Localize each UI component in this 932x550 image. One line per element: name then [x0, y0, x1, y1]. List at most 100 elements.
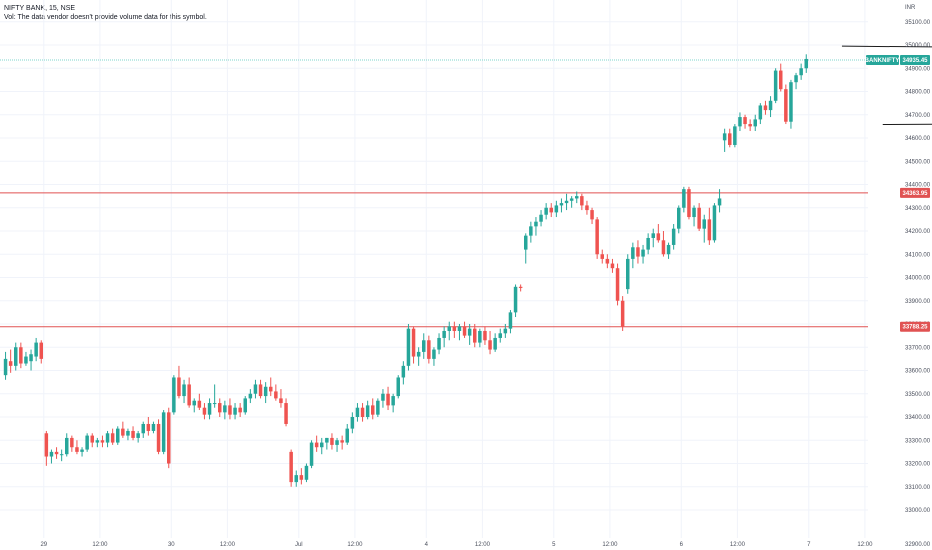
candle-body	[90, 435, 94, 443]
candle-body	[177, 377, 181, 397]
price-axis: INR 33000.00 33100.00 33200.00 33300.00 33400…	[905, 5, 931, 548]
candle	[202, 403, 207, 420]
candle-body	[789, 82, 793, 122]
candle-body	[779, 70, 783, 90]
candle-body	[585, 205, 589, 211]
candle-body	[600, 254, 604, 259]
candle-body	[773, 70, 778, 101]
candle-body	[121, 428, 125, 436]
candle-body	[524, 235, 528, 250]
time-axis: 29 12:00 30 12:00 Jul 12:00 4 12:00 5 12:00 6 12:00…	[40, 542, 873, 548]
candle-body	[289, 451, 293, 483]
candle	[355, 403, 360, 422]
price-badges: 34363.95 33788.25 BANKNIFTY 34935.45	[865, 55, 930, 332]
candle-body	[743, 117, 747, 125]
candle	[34, 337, 38, 362]
candle-body	[768, 100, 773, 111]
candle	[437, 333, 441, 355]
candle	[406, 324, 411, 371]
candle-body	[666, 244, 671, 255]
candle	[223, 400, 227, 420]
candle-body	[671, 228, 676, 245]
candle	[95, 437, 100, 448]
candle	[712, 203, 717, 243]
candle	[498, 328, 502, 343]
candle	[116, 426, 120, 445]
candle	[748, 119, 752, 132]
candle	[146, 417, 151, 436]
candle	[396, 375, 400, 399]
candle	[340, 435, 344, 450]
candle-body	[631, 247, 635, 259]
candle	[651, 228, 655, 248]
candle	[386, 386, 390, 411]
candle	[325, 437, 329, 450]
symbol-badge	[866, 55, 899, 66]
candle	[569, 196, 574, 208]
x-tick-label: 12:00	[602, 542, 618, 548]
candle-body	[427, 340, 431, 359]
candle-body	[70, 437, 74, 448]
candle-body	[294, 475, 298, 483]
candle	[263, 382, 268, 404]
candle-body	[167, 412, 171, 464]
candle-body	[478, 330, 482, 343]
candle	[299, 468, 304, 485]
candle	[253, 379, 258, 399]
last-price-badge	[900, 55, 930, 66]
candle	[661, 231, 666, 257]
candle-body	[141, 423, 145, 434]
chart-title: NIFTY BANK, 15, NSE	[4, 5, 76, 12]
candle	[284, 398, 288, 427]
candle	[518, 284, 523, 292]
y-tick-label: 34600.00	[905, 136, 931, 142]
candle-body	[258, 384, 263, 397]
candle	[90, 433, 94, 448]
candle	[462, 321, 467, 338]
candle-body	[126, 430, 130, 436]
candle	[330, 433, 334, 450]
candle-body	[3, 358, 8, 376]
candle	[110, 428, 115, 445]
candle	[733, 124, 737, 148]
candle-body	[508, 312, 513, 329]
candle	[615, 263, 620, 306]
candle	[717, 189, 722, 213]
candle	[59, 449, 64, 462]
candle-body	[462, 326, 467, 336]
y-tick-label: 34800.00	[905, 90, 931, 96]
candle	[411, 326, 416, 364]
candle	[804, 54, 808, 73]
candle	[391, 393, 395, 413]
y-tick-label: 33700.00	[905, 345, 931, 351]
candle-body	[677, 207, 681, 229]
candle-body	[172, 377, 176, 413]
candle	[677, 205, 681, 234]
candle-body	[605, 258, 610, 264]
candle-body	[304, 465, 309, 480]
candle-body	[498, 333, 502, 338]
candle-body	[350, 417, 355, 429]
candle-body	[687, 189, 691, 218]
candle-body	[748, 124, 752, 127]
candle-body	[156, 423, 161, 452]
y-tick-label: 33200.00	[905, 462, 931, 468]
candle-body	[661, 240, 666, 255]
candle	[238, 403, 242, 417]
candle-body	[610, 263, 615, 269]
candle-body	[314, 442, 319, 448]
candle-body	[309, 442, 314, 466]
candle-body	[707, 219, 712, 241]
candle	[80, 447, 84, 457]
candle-body	[758, 105, 763, 120]
candle-body	[360, 407, 365, 417]
drawings	[841, 45, 932, 126]
candle-body	[467, 328, 472, 336]
candle	[590, 207, 594, 225]
candle-body	[197, 400, 202, 408]
candle	[682, 186, 686, 213]
y-tick-label: 34000.00	[905, 276, 931, 282]
candle	[197, 393, 202, 411]
candle-body	[14, 347, 18, 366]
